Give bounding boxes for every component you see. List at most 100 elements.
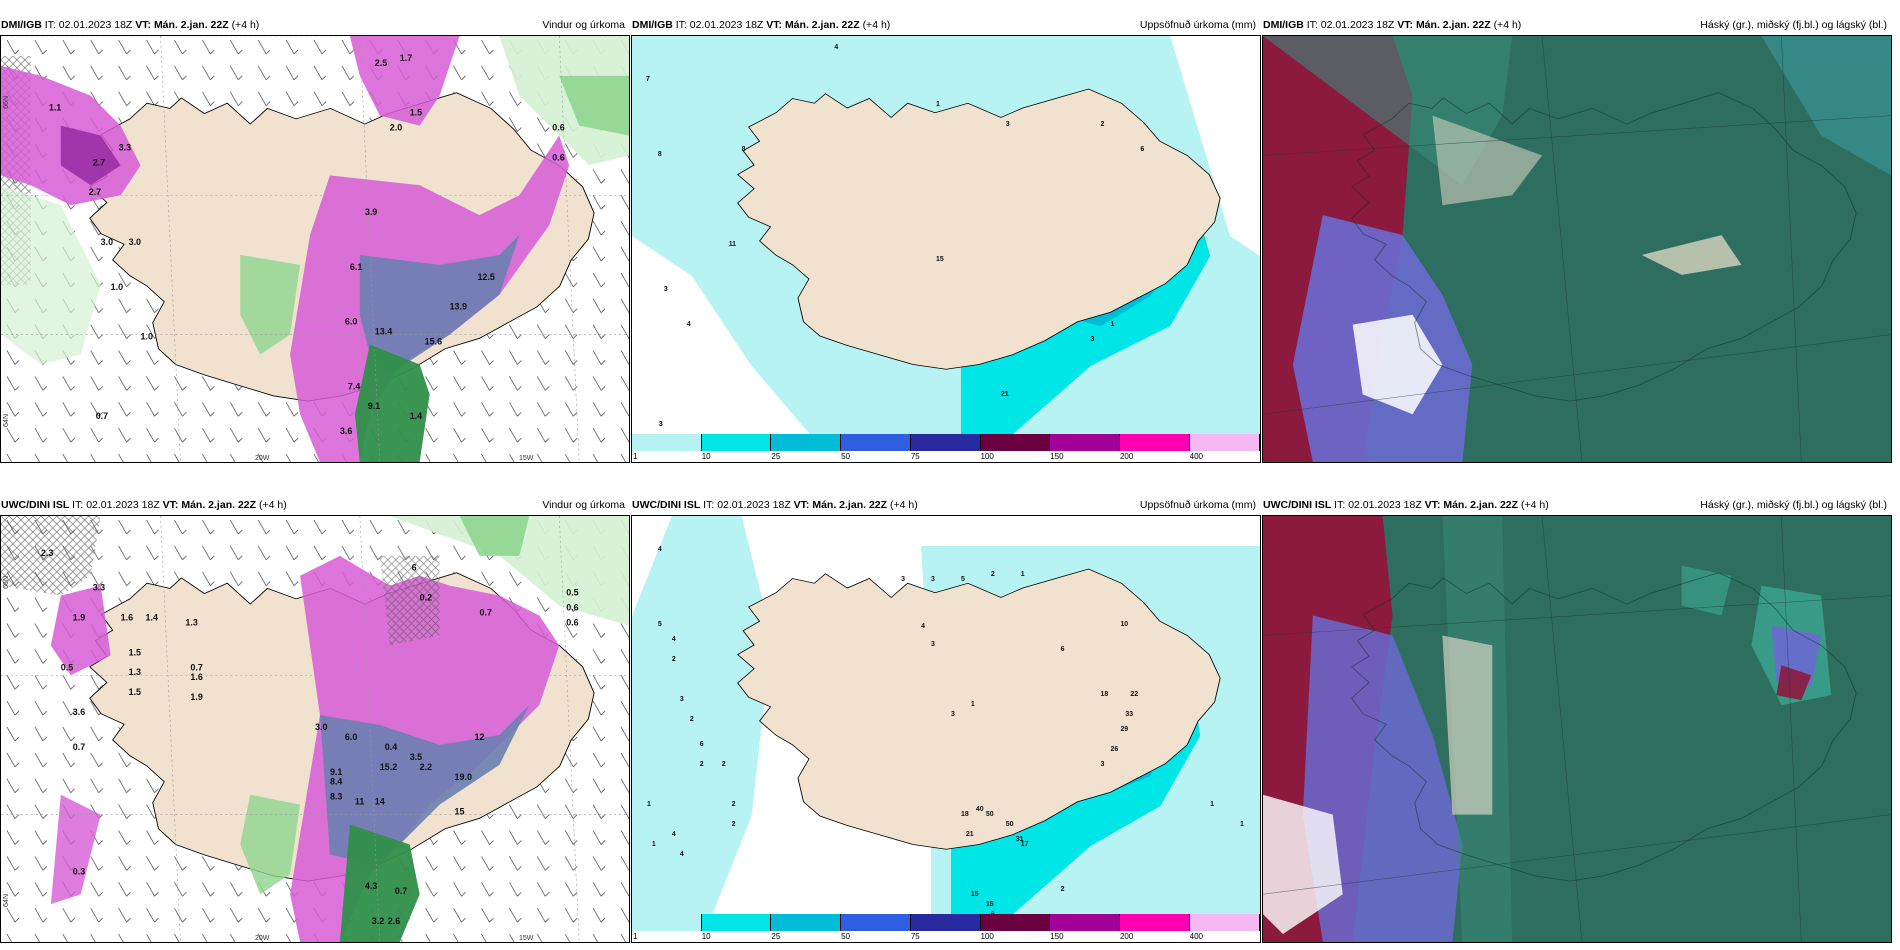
map-value-label: 40 (976, 806, 984, 813)
lat-label-66n: 66N (3, 576, 10, 589)
map-value-label: 2.6 (388, 916, 400, 926)
map-value-label: 50 (986, 811, 994, 818)
map-value-label: 22 (1130, 691, 1138, 698)
panel-title: Vindur og úrkoma (542, 499, 625, 511)
map-value-label: 5 (961, 576, 965, 583)
map-value-label: 3 (1101, 761, 1105, 768)
colorbar-segment (910, 914, 981, 931)
map-value-label: 0.7 (73, 742, 85, 752)
map-value-label: 3 (951, 711, 955, 718)
map-value-label: 0.3 (73, 866, 85, 876)
colorbar-segment (980, 914, 1051, 931)
map-value-label: 9.1 (368, 401, 380, 411)
map-value-label: 1.3 (185, 617, 197, 627)
map-value-label: 3.0 (101, 237, 113, 247)
map-value-label: 31 (1016, 836, 1024, 843)
map-value-label: 8 (742, 146, 746, 153)
map-value-label: 1 (1110, 321, 1114, 328)
lon-label-20w: 20W (255, 935, 270, 942)
it-label: IT: (1334, 499, 1346, 511)
colorbar-label: 75 (910, 452, 920, 461)
map-value-label: 2 (991, 571, 995, 578)
colorbar-segment (1189, 434, 1260, 451)
panel-cloud-row2: UWC/DINI ISL IT: 02.01.2023 18Z VT: Mán.… (1262, 499, 1892, 943)
lead-time: (+4 h) (258, 499, 287, 511)
map-value-label: 19.0 (455, 772, 472, 782)
map-value-label: 1 (1210, 801, 1214, 808)
lead-time: (+4 h) (862, 19, 891, 31)
map-value-label: 2.3 (41, 548, 53, 558)
panel-wind-row2: UWC/DINI ISL IT: 02.01.2023 18Z VT: Mán.… (0, 499, 630, 943)
map-value-label: 8.4 (330, 777, 342, 787)
map-value-label: 1.7 (400, 53, 412, 63)
map-value-label: 6 (1061, 646, 1065, 653)
map-value-label: 18 (1101, 691, 1109, 698)
map-value-label: 15 (986, 901, 994, 908)
map-value-label: 6.0 (345, 317, 357, 327)
map-value-label: 21 (1001, 391, 1009, 398)
map-value-label: 3 (901, 576, 905, 583)
map-value-label: 2.0 (390, 123, 402, 133)
map-value-label: 13.4 (375, 327, 392, 337)
colorbar-label: 400 (1189, 452, 1204, 461)
map-value-label: 8 (658, 151, 662, 158)
colorbar: 1 10 25 50 75 100 150 200 400 (632, 434, 1260, 462)
colorbar-label: 400 (1189, 932, 1204, 941)
lat-label-64n: 64N (3, 894, 10, 907)
map-value-label: 3.6 (73, 707, 85, 717)
panel-title: Uppsöfnuð úrkoma (mm) (1139, 499, 1256, 511)
map-value-label: 6.1 (350, 262, 362, 272)
vt-label: VT: (135, 19, 152, 31)
map-value-label: 1 (647, 801, 651, 808)
map-value-label: 1.4 (410, 411, 422, 421)
map-value-label: 33 (1125, 711, 1133, 718)
map-value-label: 15 (971, 891, 979, 898)
map-value-label: 3 (1091, 336, 1095, 343)
model-name: DMI/IGB (632, 19, 673, 31)
it-label: IT: (72, 499, 84, 511)
colorbar-label: 25 (771, 452, 781, 461)
it-value: 02.01.2023 18Z (86, 499, 160, 511)
model-name: UWC/DINI ISL (1, 499, 70, 511)
map-value-label: 1 (652, 841, 656, 848)
map-value-label: 15 (936, 256, 944, 263)
colorbar-segment (1050, 914, 1120, 931)
colorbar-label: 50 (841, 452, 851, 461)
panel-header: UWC/DINI ISL IT: 02.01.2023 18Z VT: Mán.… (1263, 497, 1891, 513)
map-value-label: 3 (931, 576, 935, 583)
panel-title: Háský (gr.), miðský (fj.bl.) og lágský (… (1700, 499, 1887, 511)
map-value-label: 3 (1006, 121, 1010, 128)
it-label: IT: (44, 19, 56, 31)
lon-label-15w: 15W (519, 935, 534, 942)
colorbar-segment (771, 914, 842, 931)
map-value-label: 0.6 (566, 603, 578, 613)
model-name: UWC/DINI ISL (1263, 499, 1332, 511)
colorbar-label: 150 (1050, 452, 1064, 461)
vt-label: VT: (1397, 19, 1414, 31)
panel-header: DMI/IGB IT: 02.01.2023 18Z VT: Mán. 2.ja… (1263, 17, 1891, 33)
map-value-label: 3.9 (365, 207, 377, 217)
map-value-label: 9.1 (330, 767, 342, 777)
map-value-label: 4 (672, 636, 676, 643)
colorbar-segment (1119, 434, 1190, 451)
panel-title: Vindur og úrkoma (542, 19, 625, 31)
map-value-label: 0.4 (385, 742, 397, 752)
lead-time: (+4 h) (1493, 19, 1522, 31)
map-value-label: 15.2 (380, 762, 397, 772)
map-value-label: 0.6 (566, 617, 578, 627)
colorbar-label: 10 (701, 452, 711, 461)
map-value-label: 7.4 (348, 381, 360, 391)
colorbar-segment (771, 434, 842, 451)
map-value-label: 4 (658, 546, 662, 553)
map-value-label: 6 (1140, 146, 1144, 153)
panel-wind-row1: DMI/IGB IT: 02.01.2023 18Z VT: Mán. 2.ja… (0, 19, 630, 463)
colorbar-segment (1189, 914, 1260, 931)
map-value-label: 2 (672, 656, 676, 663)
map-value-label: 1 (936, 101, 940, 108)
model-name: UWC/DINI ISL (632, 499, 701, 511)
colorbar-label: 1 (633, 452, 638, 461)
lat-label-64n: 64N (3, 414, 10, 427)
map-value-label: 3.2 (372, 916, 384, 926)
